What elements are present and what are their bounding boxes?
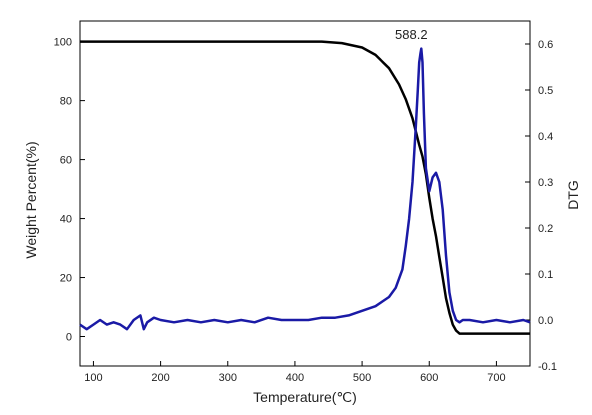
y-left-tick-label: 100 (54, 37, 72, 49)
y-right-tick-label: 0.0 (538, 315, 553, 327)
x-tick-label: 700 (487, 372, 505, 384)
series-lines (79, 40, 531, 335)
x-tick-label: 300 (219, 372, 237, 384)
dtg-line (79, 47, 531, 331)
y-left-axis-label: Weight Percent(%) (23, 141, 39, 258)
y-left-axis-ticks: 0 20 40 60 80 100 (54, 37, 85, 344)
x-tick-label: 200 (151, 372, 169, 384)
x-tick-label: 100 (84, 372, 102, 384)
y-right-axis-ticks: -0.1 0.0 0.1 0.2 0.3 0.4 0.5 0.6 (525, 39, 557, 373)
x-tick-label: 500 (353, 372, 371, 384)
y-left-tick-label: 0 (66, 332, 72, 344)
y-right-tick-label: 0.6 (538, 39, 553, 51)
x-tick-label: 400 (286, 372, 304, 384)
y-left-tick-label: 80 (60, 96, 72, 108)
x-axis-label: Temperature(℃) (253, 389, 357, 405)
y-right-tick-label: 0.3 (538, 177, 553, 189)
y-right-tick-label: 0.2 (538, 223, 553, 235)
y-right-tick-label: 0.1 (538, 269, 553, 281)
y-left-tick-label: 60 (60, 155, 72, 167)
y-left-tick-label: 40 (60, 214, 72, 226)
plot-frame (79, 20, 531, 367)
weight-percent-line (80, 40, 530, 335)
y-right-tick-label: 0.4 (538, 131, 553, 143)
y-left-tick-label: 20 (60, 273, 72, 285)
x-axis-ticks: 100 200 300 400 500 600 700 (84, 361, 506, 384)
y-right-tick-label: -0.1 (538, 361, 557, 373)
y-right-tick-label: 0.5 (538, 85, 553, 97)
x-tick-label: 600 (420, 372, 438, 384)
y-right-axis-label: DTG (565, 180, 581, 210)
peak-annotation: 588.2 (395, 27, 428, 42)
